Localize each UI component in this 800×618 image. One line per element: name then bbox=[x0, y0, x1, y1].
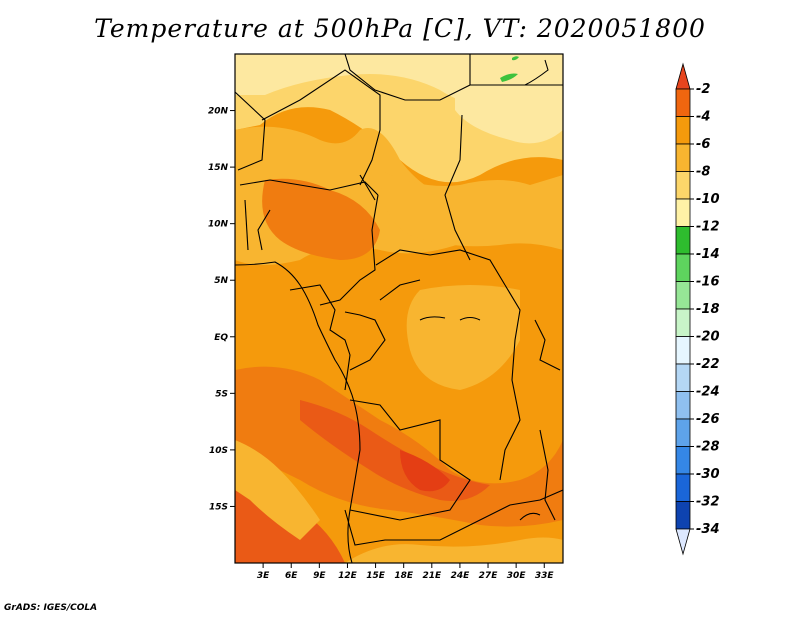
colorbar-top-arrow bbox=[675, 62, 691, 90]
lon-tick-label: 21E bbox=[422, 571, 442, 581]
longitude-axis: 3E 6E 9E 12E 15E 18E 21E 24E 27E 30E 33E bbox=[257, 563, 555, 581]
colorbar-label: -8 bbox=[696, 165, 710, 180]
map-frame bbox=[234, 53, 564, 564]
lon-tick-label: 30E bbox=[507, 571, 527, 581]
colorbar-label: -16 bbox=[696, 275, 720, 290]
colorbar-label: -10 bbox=[696, 192, 720, 207]
colorbar: -2 -4 -6 -8 -10 -12 -14 -16 -18 -20 -22 -24 -26 -28 -3… bbox=[675, 62, 720, 556]
colorbar-segment bbox=[675, 501, 691, 530]
colorbar-label: -14 bbox=[696, 247, 720, 262]
colorbar-segment bbox=[675, 171, 691, 200]
lon-tick-label: 18E bbox=[394, 571, 414, 581]
border-angola bbox=[349, 399, 471, 521]
coastline-atlantic bbox=[235, 261, 361, 563]
field-patch-hottest bbox=[400, 450, 450, 492]
lon-tick-label: 15E bbox=[366, 571, 386, 581]
lon-tick-label: 9E bbox=[313, 571, 326, 581]
country-borders bbox=[235, 54, 563, 546]
field-band-mid-east bbox=[380, 170, 563, 250]
border-chad-sudan bbox=[444, 114, 471, 261]
field-band-mid-southeast bbox=[345, 537, 563, 563]
lon-tick-label: 27E bbox=[479, 571, 499, 581]
border-mali-niger bbox=[261, 69, 381, 186]
colorbar-label: -12 bbox=[696, 220, 720, 235]
colorbar-segment bbox=[675, 281, 691, 310]
border-mali-mauritania bbox=[235, 91, 266, 171]
colorbar-label: -4 bbox=[696, 110, 710, 125]
colorbar-segment bbox=[675, 446, 691, 475]
field-patch-green-2 bbox=[512, 56, 519, 61]
colorbar-segment bbox=[675, 116, 691, 145]
border-car-south bbox=[375, 249, 506, 286]
chart-title: Temperature at 500hPa [C], VT: 202005180… bbox=[94, 14, 706, 43]
colorbar-label: -2 bbox=[696, 82, 710, 97]
colorbar-segment bbox=[675, 198, 691, 227]
lon-tick-label: 12E bbox=[338, 571, 358, 581]
colorbar-segment bbox=[675, 336, 691, 365]
coastline bbox=[235, 261, 361, 563]
field-patch-deep-nigeria bbox=[262, 178, 380, 260]
lat-tick-label: 15N bbox=[208, 163, 229, 173]
lat-tick-label: 20N bbox=[208, 107, 229, 117]
border-malawi-mozambique bbox=[539, 429, 556, 521]
river-congo-1 bbox=[419, 316, 446, 321]
lon-tick-label: 3E bbox=[257, 571, 270, 581]
lat-tick-label: 5N bbox=[214, 276, 228, 286]
lat-tick-label: EQ bbox=[214, 333, 228, 343]
lon-tick-label: 24E bbox=[451, 571, 471, 581]
border-gabon-congo bbox=[344, 311, 386, 371]
colorbar-segment bbox=[675, 418, 691, 447]
border-nigeria-cameroon bbox=[319, 194, 379, 306]
colorbar-segment bbox=[675, 88, 691, 117]
colorbar-label: -34 bbox=[696, 522, 720, 537]
colorbar-label: -20 bbox=[696, 330, 720, 345]
border-zambia-zimbabwe bbox=[469, 489, 563, 526]
border-namibia bbox=[344, 509, 471, 546]
field-band-light-east bbox=[455, 60, 563, 144]
border-niger-nigeria bbox=[239, 179, 379, 196]
colorbar-segment bbox=[675, 253, 691, 282]
colorbar-label: -18 bbox=[696, 302, 720, 317]
nile-delta bbox=[524, 59, 549, 86]
colorbar-label: -30 bbox=[696, 467, 720, 482]
field-band-mid-south bbox=[235, 440, 320, 540]
border-uganda-kenya bbox=[534, 319, 561, 371]
grads-credit: GrADS: IGES/COLA bbox=[4, 603, 98, 613]
river-congo-2 bbox=[459, 316, 481, 321]
colorbar-label: -6 bbox=[696, 137, 710, 152]
border-benin bbox=[257, 209, 271, 251]
field-patch-mid-congo bbox=[406, 285, 520, 390]
colorbar-label: -22 bbox=[696, 357, 720, 372]
colorbar-label: -26 bbox=[696, 412, 720, 427]
border-car-congo bbox=[379, 279, 421, 301]
temperature-field bbox=[235, 54, 563, 563]
lat-tick-label: 5S bbox=[215, 389, 228, 399]
lat-tick-label: 10S bbox=[209, 446, 228, 456]
field-patch-green-1 bbox=[500, 73, 518, 82]
lat-tick-label: 15S bbox=[209, 502, 228, 512]
lake-kariba bbox=[519, 512, 541, 521]
colorbar-bottom-arrow bbox=[675, 528, 691, 556]
colorbar-label: -24 bbox=[696, 385, 720, 400]
lat-tick-label: 10N bbox=[208, 220, 229, 230]
latitude-axis: 20N 15N 10N 5N EQ 5S 10S 15S bbox=[208, 107, 235, 512]
colorbar-segment bbox=[675, 143, 691, 172]
colorbar-segment bbox=[675, 473, 691, 502]
lon-tick-label: 33E bbox=[535, 571, 555, 581]
colorbar-segment bbox=[675, 363, 691, 392]
lon-tick-label: 6E bbox=[285, 571, 298, 581]
lake-chad-outline bbox=[359, 174, 376, 201]
colorbar-segment bbox=[675, 391, 691, 420]
border-togo bbox=[244, 199, 249, 251]
border-west-coast bbox=[289, 284, 351, 391]
colorbar-label: -32 bbox=[696, 495, 720, 510]
border-drc-east bbox=[499, 284, 521, 481]
colorbar-segment bbox=[675, 226, 691, 255]
colorbar-segment bbox=[675, 308, 691, 337]
colorbar-label: -28 bbox=[696, 440, 720, 455]
